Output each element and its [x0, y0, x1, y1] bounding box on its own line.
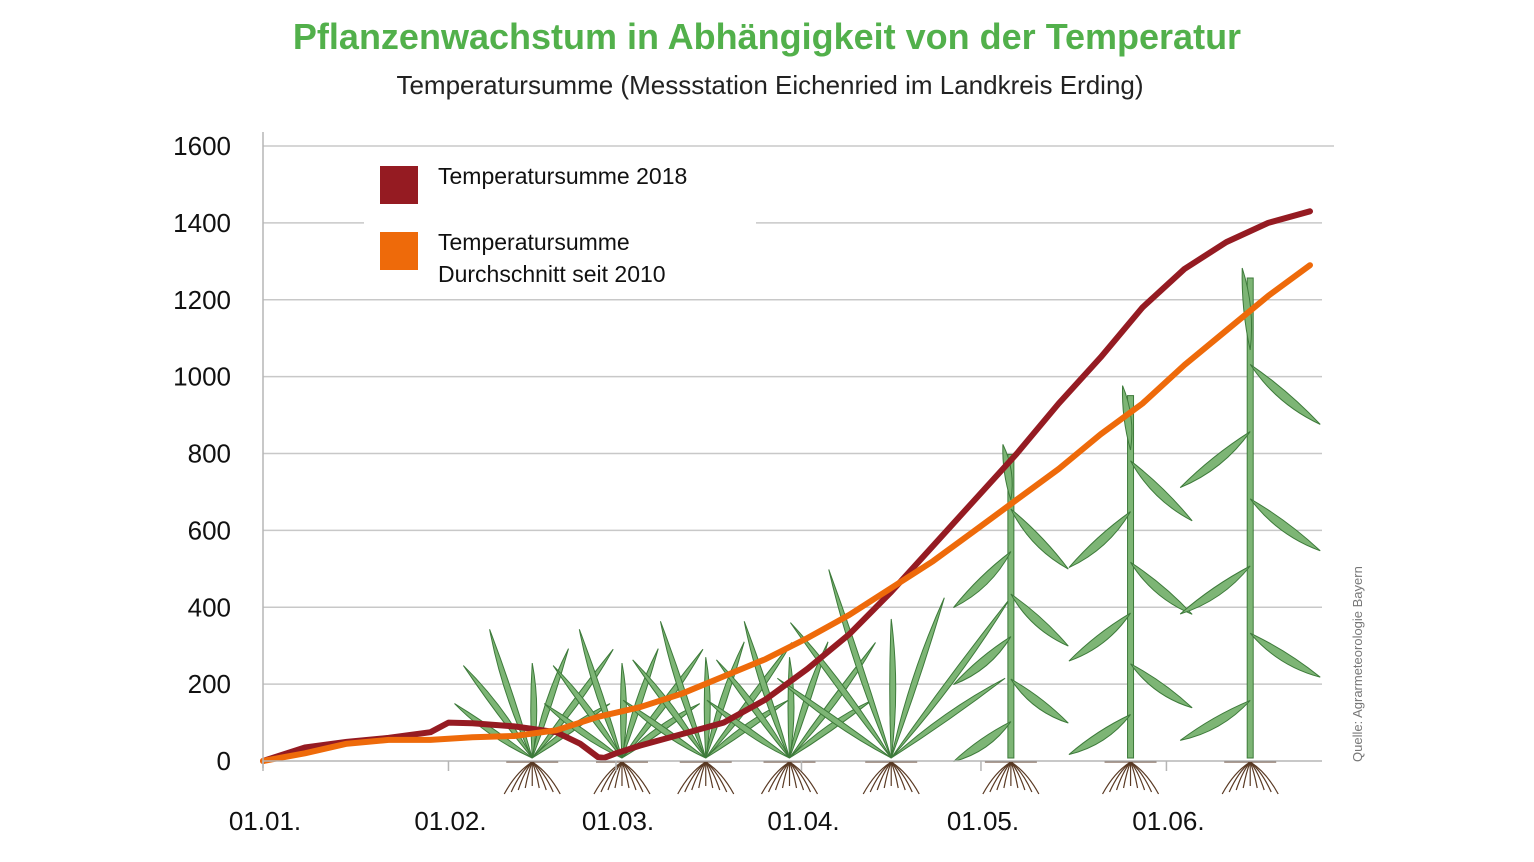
plant-leaf: [621, 648, 659, 759]
y-tick-label: 1400: [173, 208, 231, 238]
plant-leaf: [1130, 663, 1193, 709]
plant-stage-3: [622, 621, 793, 795]
plant-leaf: [1068, 714, 1131, 755]
plant-leaf: [1249, 632, 1321, 678]
plant-root: [698, 761, 707, 789]
y-tick-label: 800: [188, 439, 231, 469]
plant-leaf: [1130, 460, 1193, 522]
plant-leaf: [743, 621, 790, 759]
plant-stage-7: [1068, 385, 1193, 795]
plant-root: [996, 761, 1012, 791]
plant-root: [524, 761, 533, 789]
plant-root: [1010, 761, 1040, 795]
plant-illustrations: [454, 267, 1321, 795]
plant-root: [1003, 761, 1012, 789]
x-tick-label: 01.01.: [229, 806, 301, 836]
plant-leaf: [789, 622, 892, 759]
source-note: Quelle: Agrarmeteorologie Bayern: [1350, 566, 1365, 762]
plant-leaf: [552, 665, 623, 759]
series-line-2018: [260, 208, 1313, 764]
plant-leaf: [890, 597, 945, 759]
plant-root: [705, 761, 735, 795]
plant-leaf: [953, 721, 1012, 763]
plant-leaf: [1249, 498, 1321, 552]
plant-leaf: [1130, 561, 1193, 615]
legend-box: [364, 154, 756, 298]
chart-subtitle: Temperatursumme (Messstation Eichenried …: [396, 70, 1144, 100]
plant-stage-8: [1179, 267, 1321, 795]
x-tick-label: 01.04.: [767, 806, 839, 836]
plant-leaf: [953, 636, 1012, 686]
plant-root: [517, 761, 533, 791]
plant-root: [1130, 761, 1160, 795]
plant-leaf: [454, 703, 533, 759]
plant-root: [1122, 761, 1132, 789]
plant-leaf: [578, 629, 623, 759]
plant-root: [614, 761, 623, 789]
plant-root: [1115, 761, 1132, 791]
plant-root: [621, 761, 651, 795]
plant-leaf: [1241, 267, 1253, 351]
plant-root: [1249, 761, 1279, 795]
plant-stage-5: [776, 569, 1011, 795]
plant-leaf: [1002, 444, 1013, 501]
y-tick-label: 1000: [173, 362, 231, 392]
grid-lines: [263, 145, 1334, 685]
plant-leaf: [659, 621, 707, 759]
y-tick-label: 400: [188, 592, 231, 622]
legend-label: Temperatursumme: [438, 229, 630, 255]
y-tick-label: 200: [188, 669, 231, 699]
plant-stage-6: [953, 444, 1069, 795]
plant-root: [531, 761, 561, 795]
plant-leaf: [1068, 612, 1131, 662]
plant-leaf: [1010, 593, 1069, 647]
plant-stem: [1127, 395, 1135, 759]
plant-leaf: [1249, 363, 1321, 425]
plant-leaf: [1179, 699, 1251, 741]
plant-leaf: [776, 677, 892, 759]
y-tick-label: 1600: [173, 131, 231, 161]
plant-leaf: [1010, 678, 1069, 724]
plant-leaf: [543, 703, 623, 759]
plant-root: [1235, 761, 1251, 791]
plant-root: [781, 761, 791, 789]
legend: Temperatursumme 2018 Temperatursumme Durch…: [364, 154, 756, 298]
axes: 0 200 400 600 800 1000 1200 1400 1600 01.01. 01.02…: [173, 131, 1322, 836]
series-line-average: [260, 262, 1313, 764]
plant-leaf: [953, 551, 1012, 609]
plant-leaf: [621, 648, 704, 759]
y-tick-label: 0: [217, 746, 231, 776]
plant-leaf: [1068, 511, 1131, 569]
plant-leaf: [789, 642, 876, 759]
plant-leaf: [889, 618, 897, 759]
plant-leaf: [1010, 508, 1069, 570]
plant-root: [774, 761, 790, 791]
x-tick-label: 01.02.: [414, 806, 486, 836]
plant-root: [876, 761, 892, 791]
legend-label: Temperatursumme 2018: [438, 163, 687, 189]
legend-label: Durchschnitt seit 2010: [438, 261, 666, 287]
plant-stem: [1007, 453, 1015, 759]
legend-swatch: [380, 166, 418, 204]
plant-leaf: [890, 677, 1006, 759]
series-lines: [260, 208, 1313, 764]
x-tick-label: 01.06.: [1132, 806, 1204, 836]
plant-root: [883, 761, 892, 789]
x-tick-label: 01.05.: [947, 806, 1019, 836]
plant-leaf: [706, 699, 790, 759]
chart-title: Pflanzenwachstum in Abhängigkeit von der…: [292, 16, 1242, 57]
plant-leaf: [462, 665, 533, 759]
plant-leaf: [1179, 565, 1251, 615]
legend-swatch: [380, 232, 418, 270]
plant-root: [1242, 761, 1251, 789]
y-tick-label: 600: [188, 515, 231, 545]
y-tick-label: 1200: [173, 285, 231, 315]
plant-leaf: [1179, 431, 1251, 489]
x-tick-label: 01.03.: [582, 806, 654, 836]
plant-stem: [1246, 277, 1254, 759]
plant-root: [890, 761, 920, 795]
plant-leaf: [622, 699, 707, 759]
plant-root: [789, 761, 819, 795]
